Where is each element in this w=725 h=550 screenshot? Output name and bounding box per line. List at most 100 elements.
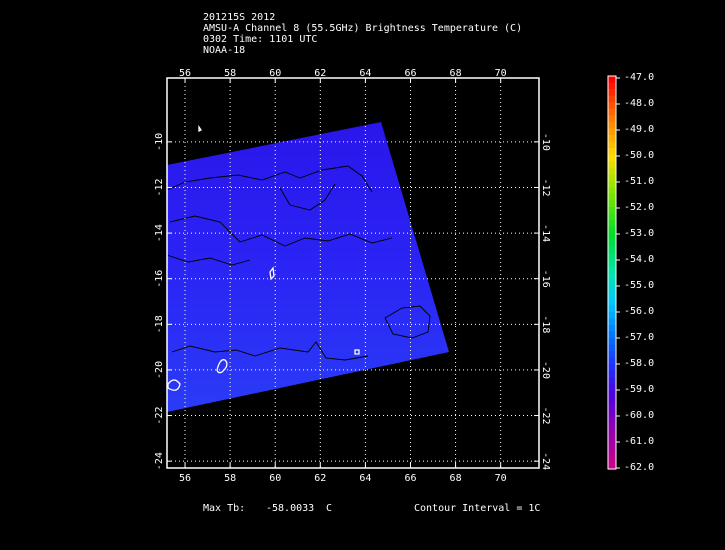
colorbar-segment	[608, 436, 616, 444]
colorbar-segment	[608, 305, 616, 313]
colorbar-segment	[608, 396, 616, 405]
contour-highlights	[167, 124, 360, 391]
lat-tick-label: -14	[154, 224, 165, 242]
lon-tick-label: 64	[359, 68, 371, 79]
colorbar-segment	[608, 128, 616, 136]
lat-tick-label: -18	[540, 315, 551, 333]
colorbar-segment	[608, 226, 616, 234]
contour-lines	[167, 165, 431, 361]
colorbar-segment	[608, 351, 616, 359]
colorbar-segment	[608, 357, 616, 365]
lat-tick-label: -20	[154, 361, 165, 379]
colorbar-label: -61.0	[624, 436, 655, 447]
colorbar-label: -52.0	[624, 202, 655, 213]
lat-tick-label: -12	[154, 178, 165, 196]
lat-tick-label: -16	[540, 270, 551, 288]
frame-ticks	[167, 78, 539, 468]
colorbar-segment	[608, 207, 616, 215]
colorbar-label: -49.0	[624, 124, 655, 135]
colorbar-segment	[608, 76, 616, 84]
colorbar-label: -62.0	[624, 462, 655, 473]
colorbar-segment	[608, 318, 616, 326]
colorbar-segment	[608, 180, 616, 188]
colorbar-segment	[608, 423, 616, 431]
lon-tick-label: 68	[450, 473, 462, 484]
lon-tick-label: 62	[314, 68, 326, 79]
lat-tick-label: -14	[540, 224, 551, 242]
colorbar-segment	[608, 272, 616, 280]
colorbar-segment	[608, 429, 616, 437]
colorbar-segment	[608, 344, 616, 352]
colorbar-segment	[608, 449, 616, 457]
colorbar-label: -55.0	[624, 280, 655, 291]
colorbar-segment	[608, 82, 616, 90]
colorbar-segment	[608, 121, 616, 129]
colorbar-segment	[608, 167, 616, 175]
colorbar-label: -56.0	[624, 306, 655, 317]
colorbar-label: -51.0	[624, 176, 655, 187]
title-line-4: NOAA-18	[203, 45, 246, 56]
colorbar-label: -47.0	[624, 72, 655, 83]
colorbar-label: -58.0	[624, 358, 655, 369]
lon-tick-label: 56	[179, 68, 191, 79]
lon-axis-top: 56 58 60 62 64 66 68 70	[179, 68, 507, 79]
colorbar-segment	[608, 311, 616, 319]
colorbar-segment	[608, 370, 616, 378]
colorbar-segment	[608, 174, 616, 182]
colorbar-segment	[608, 410, 616, 418]
colorbar-segment	[608, 89, 616, 97]
colorbar-segment	[608, 364, 616, 372]
colorbar-segment	[608, 285, 616, 293]
colorbar-segment	[608, 331, 616, 339]
lon-tick-label: 60	[269, 68, 281, 79]
colorbar-segment	[608, 187, 616, 195]
colorbar-segment	[608, 246, 616, 254]
max-tb-label: Max Tb:	[203, 503, 246, 514]
lon-tick-label: 64	[359, 473, 371, 484]
colorbar-segment	[608, 213, 616, 221]
colorbar-segment	[608, 292, 616, 300]
colorbar-segment	[608, 259, 616, 267]
colorbar-segment	[608, 200, 616, 208]
colorbar-label: -60.0	[624, 410, 655, 421]
colorbar-label: -57.0	[624, 332, 655, 343]
lat-tick-label: -24	[540, 452, 551, 470]
colorbar-segment	[608, 161, 616, 169]
contour-interval: Contour Interval = 1C	[414, 503, 541, 514]
colorbar-segment	[608, 265, 616, 274]
colorbar-segment	[608, 95, 616, 103]
colorbar-segment	[608, 338, 616, 346]
colorbar-segment	[608, 462, 616, 470]
lat-axis-right: -10 -12 -14 -16 -18 -20 -22 -24	[540, 133, 551, 470]
colorbar-label: -54.0	[624, 254, 655, 265]
title-line-3: 0302 Time: 1101 UTC	[203, 34, 318, 45]
lat-tick-label: -10	[154, 133, 165, 151]
lat-tick-label: -22	[540, 407, 551, 425]
colorbar-segment	[608, 141, 616, 149]
map-frame	[166, 77, 540, 469]
colorbar-segment	[608, 442, 616, 450]
colorbar-segment	[608, 239, 616, 247]
lon-tick-label: 58	[224, 68, 236, 79]
lat-tick-label: -16	[154, 270, 165, 288]
colorbar-segment	[608, 102, 616, 110]
colorbar-segment	[608, 252, 616, 260]
lon-tick-label: 60	[269, 473, 281, 484]
colorbar-segment	[608, 390, 616, 398]
lon-tick-label: 62	[314, 473, 326, 484]
lat-tick-label: -22	[154, 407, 165, 425]
colorbar-segment	[608, 298, 616, 306]
colorbar-segment	[608, 220, 616, 228]
lon-tick-label: 56	[179, 473, 191, 484]
colorbar-segment	[608, 115, 616, 123]
colorbar-segment	[608, 148, 616, 156]
lat-tick-label: -18	[154, 315, 165, 333]
colorbar-segment	[608, 134, 616, 143]
colorbar	[608, 76, 620, 470]
colorbar-segment	[608, 108, 616, 116]
colorbar-frame	[607, 75, 617, 470]
lon-tick-label: 58	[224, 473, 236, 484]
lat-axis-left: -10 -12 -14 -16 -18 -20 -22 -24	[154, 133, 165, 470]
colorbar-segment	[608, 154, 616, 162]
colorbar-label: -50.0	[624, 150, 655, 161]
